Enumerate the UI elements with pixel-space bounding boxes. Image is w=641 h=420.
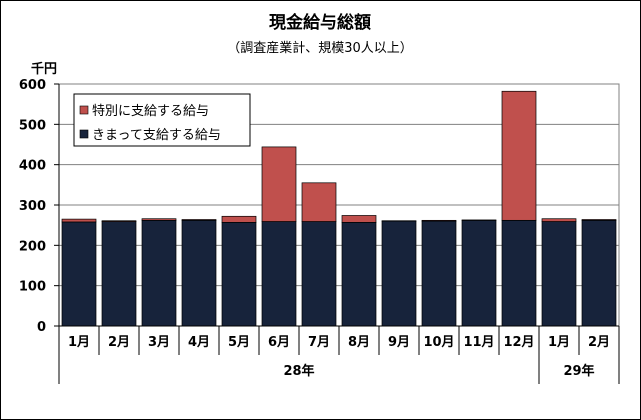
bar-special-pay <box>141 218 177 221</box>
x-tick-label: 2月 <box>108 335 130 350</box>
bar-special-pay <box>221 215 257 223</box>
bar-regular-pay <box>461 219 497 327</box>
x-tick-label: 4月 <box>188 335 210 350</box>
y-tick-label: 500 <box>19 118 46 133</box>
y-tick-label: 400 <box>19 159 46 174</box>
bar-special-pay <box>421 219 457 222</box>
legend-label: きまって支給する給与 <box>92 128 221 143</box>
group-label: 28年 <box>283 363 314 379</box>
x-tick-label: 9月 <box>388 335 410 350</box>
bar-regular-pay <box>541 221 577 327</box>
bar-regular-pay <box>381 220 417 327</box>
x-tick-label: 11月 <box>463 335 494 350</box>
x-tick-label: 12月 <box>503 335 534 350</box>
bars <box>61 90 617 327</box>
legend-label: 特別に支給する給与 <box>92 104 209 119</box>
bar-regular-pay <box>221 221 257 327</box>
x-tick-label: 3月 <box>148 335 170 350</box>
chart-title: 現金給与総額 <box>269 12 371 33</box>
bar-regular-pay <box>61 221 97 327</box>
legend-swatch <box>79 105 89 115</box>
x-tick-label: 7月 <box>308 335 330 350</box>
bar-special-pay <box>581 219 617 221</box>
chart-subtitle: （調査産業計、規模30人以上） <box>227 40 413 56</box>
bar-regular-pay <box>581 219 617 327</box>
y-tick-label: 300 <box>19 199 46 214</box>
bar-regular-pay <box>501 219 537 327</box>
bar-regular-pay <box>141 219 177 327</box>
x-tick-label: 1月 <box>68 335 90 350</box>
axes: 0 100 200 300 400 500 600 1月 2月 3月 4月 5月 6月 7月 8月 9月 10月… <box>19 78 620 384</box>
bar-special-pay <box>181 219 217 221</box>
y-axis-unit-label: 千円 <box>31 61 57 77</box>
x-tick-label: 6月 <box>268 335 290 350</box>
x-tick-label: 10月 <box>423 335 454 350</box>
x-tick-label: 5月 <box>228 335 250 350</box>
y-tick-label: 200 <box>19 239 46 254</box>
group-label: 29年 <box>563 363 594 379</box>
bar-regular-pay <box>101 221 137 327</box>
bar-special-pay <box>541 218 577 222</box>
x-tick-label: 8月 <box>348 335 370 350</box>
bar-regular-pay <box>261 221 297 327</box>
bar-special-pay <box>341 215 377 223</box>
bar-regular-pay <box>421 220 457 327</box>
bar-special-pay <box>101 220 137 222</box>
bar-special-pay <box>261 146 297 222</box>
bar-regular-pay <box>341 221 377 327</box>
bar-special-pay <box>61 218 97 223</box>
bar-regular-pay <box>301 221 337 327</box>
x-tick-label: 2月 <box>588 335 610 350</box>
y-tick-label: 100 <box>19 280 46 295</box>
x-tick-label: 1月 <box>548 335 570 350</box>
legend-box <box>73 93 251 147</box>
y-tick-label: 600 <box>19 78 46 93</box>
bar-special-pay <box>501 90 537 221</box>
bar-special-pay <box>301 182 337 222</box>
legend-swatch <box>79 129 89 139</box>
bar-regular-pay <box>181 219 217 327</box>
y-tick-label: 0 <box>37 320 46 335</box>
